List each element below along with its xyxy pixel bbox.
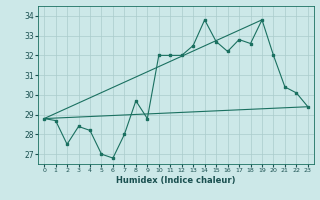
X-axis label: Humidex (Indice chaleur): Humidex (Indice chaleur) bbox=[116, 176, 236, 185]
